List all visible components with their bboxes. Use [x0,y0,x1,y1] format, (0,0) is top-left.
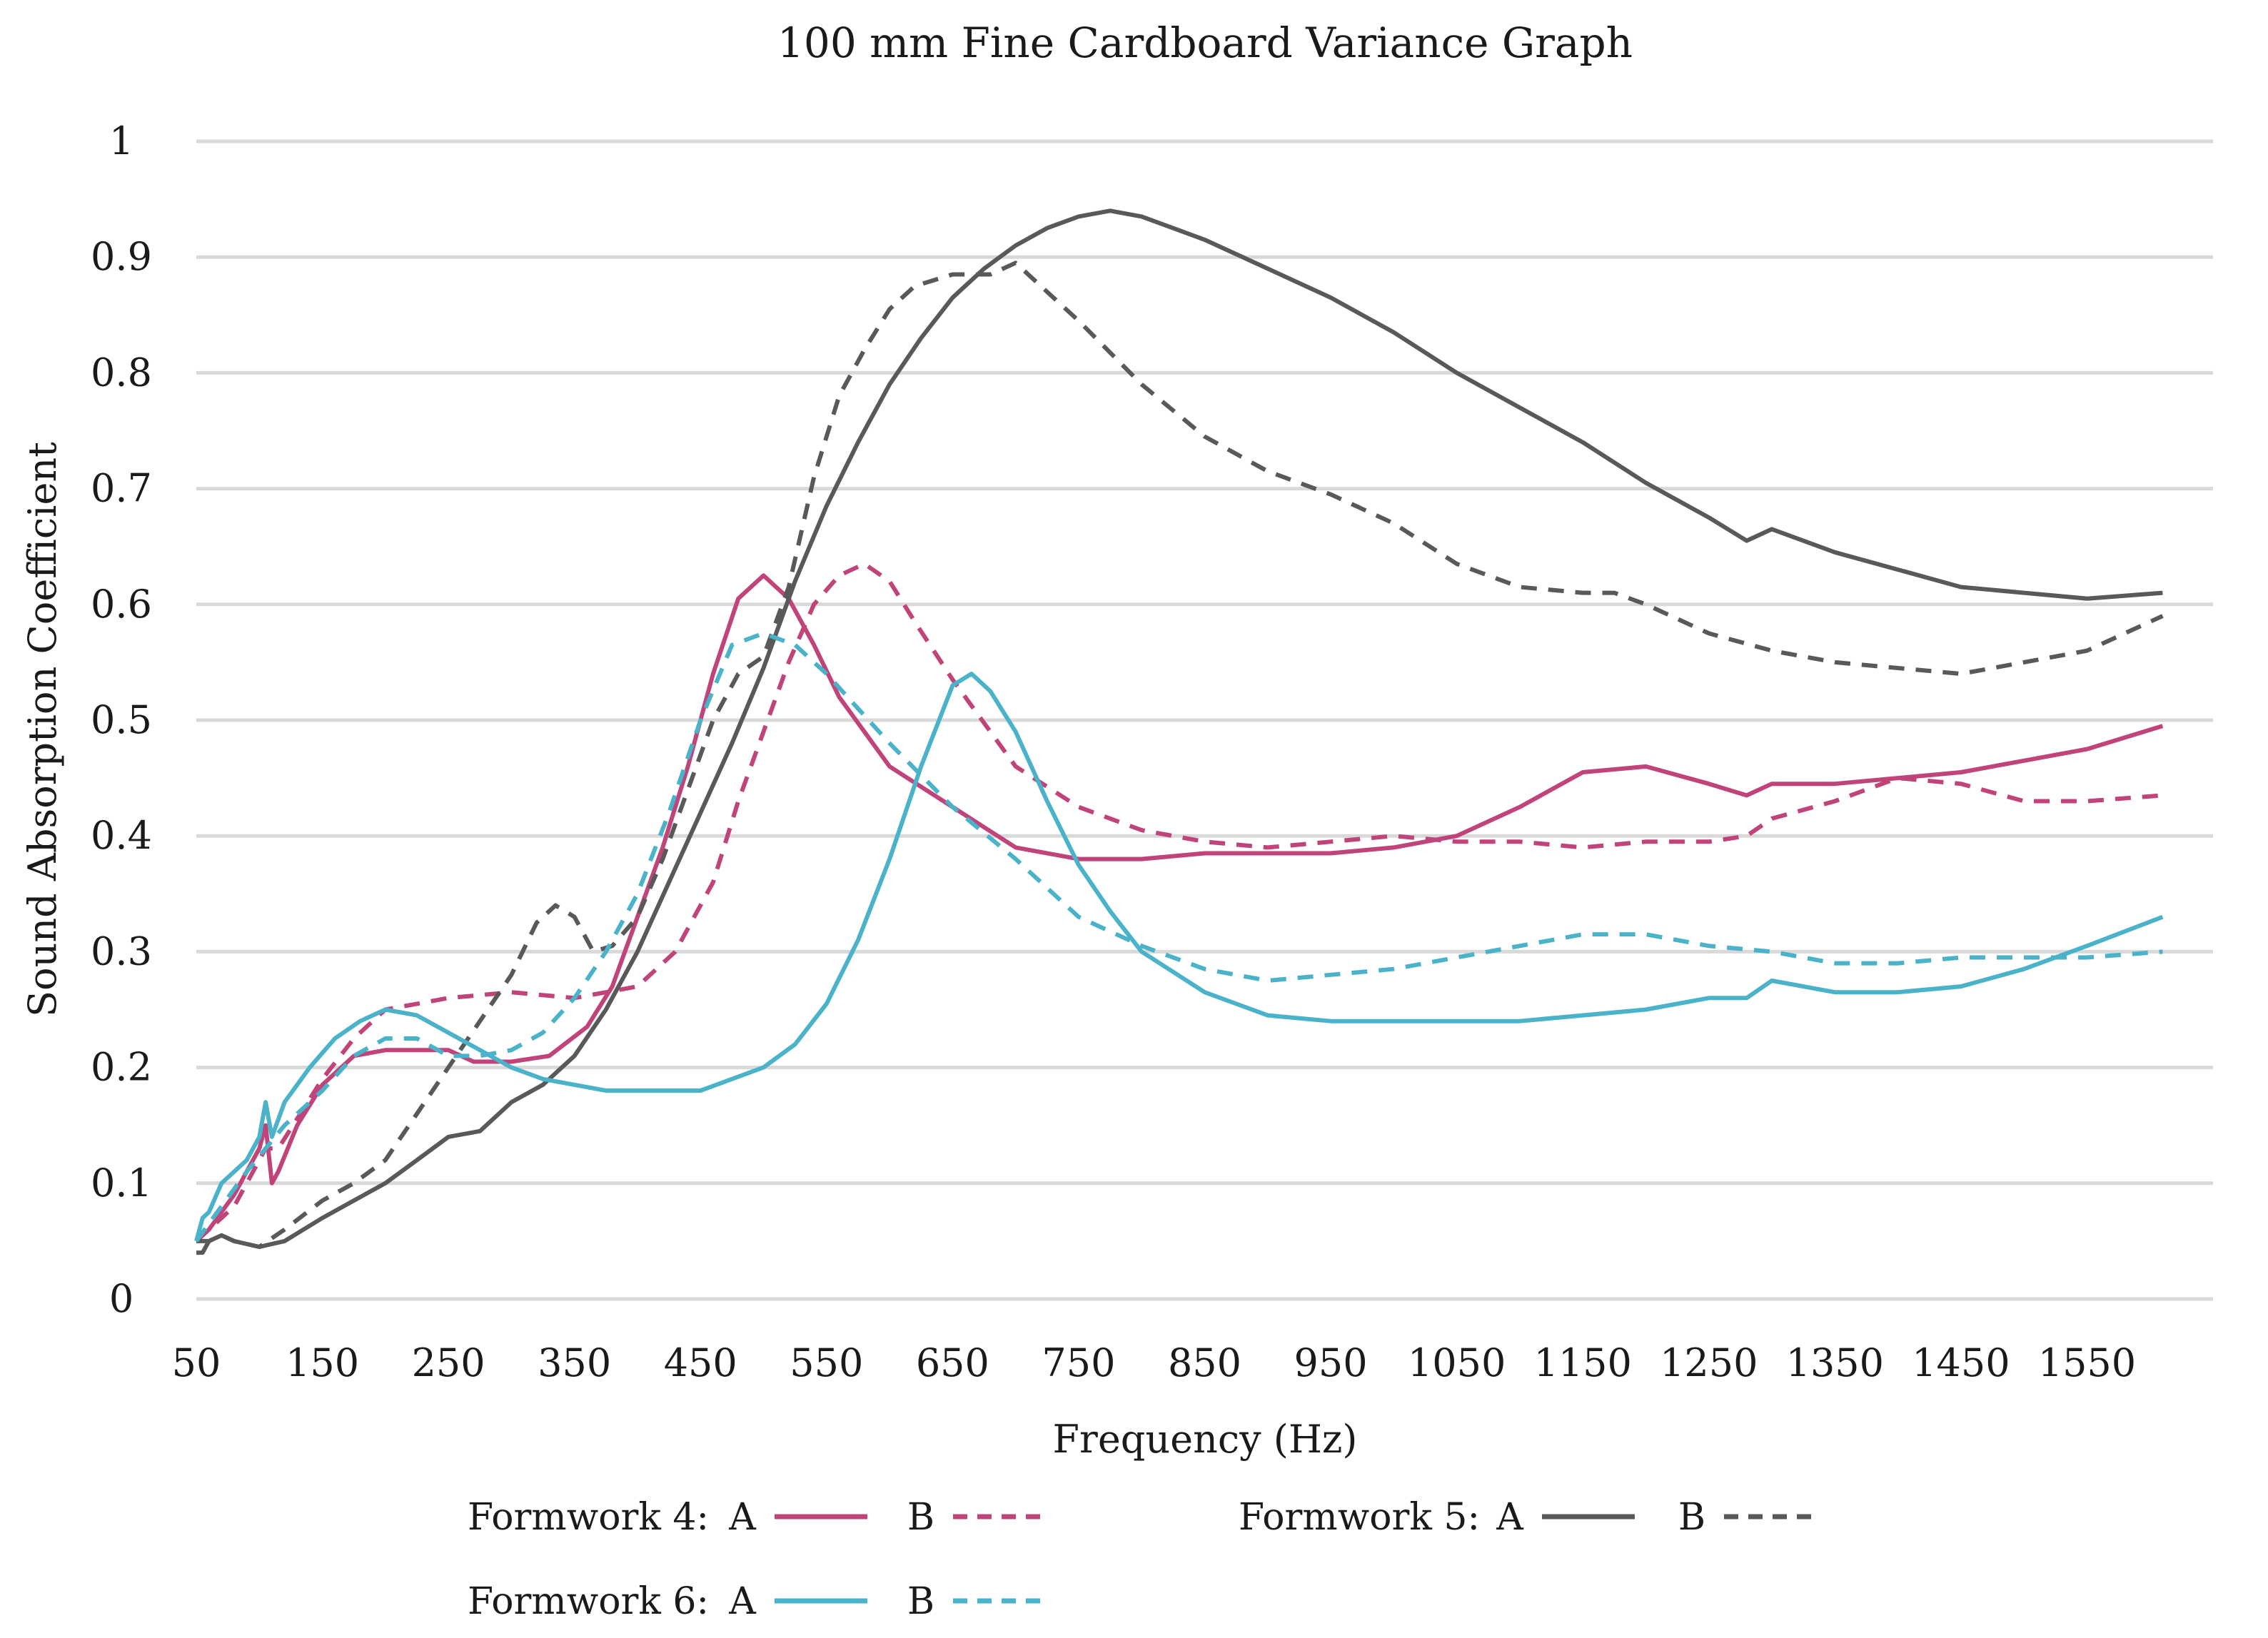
chart-title: 100 mm Fine Cardboard Variance Graph [777,19,1633,67]
series-line-formwork-6-b [194,631,2163,1243]
x-tick-label: 50 [172,1340,221,1385]
x-tick-label: 350 [538,1340,611,1385]
y-tick-label: 0.2 [91,1045,152,1090]
legend-group-label: Formwork 5: [1239,1496,1480,1539]
series-line-formwork-6-a [194,672,2164,1242]
y-tick-label: 0.7 [91,466,152,511]
series-line-formwork-5-a [196,208,2163,1255]
y-tick-label: 0.8 [91,350,152,395]
x-tick-label: 1350 [1786,1340,1884,1385]
legend-entry-label: A [728,1580,757,1623]
legend-entry-label: B [907,1580,934,1623]
x-tick-label: 1150 [1533,1340,1631,1385]
y-tick-label: 1 [109,118,133,163]
gridlines [196,139,2213,1301]
x-tick-label: 850 [1168,1340,1241,1385]
x-tick-label: 150 [286,1340,359,1385]
y-tick-label: 0.1 [91,1161,152,1205]
y-tick-label: 0.9 [91,234,152,279]
series-lines [194,208,2164,1255]
y-tick-label: 0.6 [91,582,152,627]
x-tick-label: 750 [1042,1340,1115,1385]
x-axis-label: Frequency (Hz) [1053,1417,1358,1462]
x-tick-label: 1550 [2038,1340,2136,1385]
x-tick-label: 250 [412,1340,485,1385]
y-axis-label: Sound Absorption Coefficient [20,442,65,1017]
series-line-formwork-4-a [194,573,2164,1243]
x-tick-label: 550 [790,1340,863,1385]
x-axis-ticks: 50 150 250 350 450 550 650 750 850 950 1050 1150 125… [172,1340,2137,1385]
y-tick-label: 0.4 [91,813,152,858]
series-line-formwork-4-b [194,562,2163,1243]
x-tick-label: 1450 [1912,1340,2010,1385]
legend-group-label: Formwork 6: [468,1580,709,1623]
x-tick-label: 650 [916,1340,989,1385]
legend-entry-label: B [1678,1496,1705,1539]
legend-entry-label: A [728,1496,757,1539]
legend: Formwork 4: A B Formwork 5: A B Formwork 6: A B [468,1496,1817,1623]
x-tick-label: 950 [1294,1340,1368,1385]
series-line-formwork-5-b [196,261,2164,1249]
legend-group-label: Formwork 4: [468,1496,709,1539]
y-tick-label: 0.5 [91,697,152,742]
y-axis-ticks: 0 0.1 0.2 0.3 0.4 0.5 0.6 0.7 0.8 0.9 1 [91,118,152,1321]
x-tick-label: 450 [664,1340,737,1385]
legend-entry-label: B [907,1496,934,1539]
x-tick-label: 1050 [1408,1340,1506,1385]
y-tick-label: 0 [109,1276,133,1321]
x-tick-label: 1250 [1660,1340,1758,1385]
y-tick-label: 0.3 [91,929,152,974]
legend-entry-label: A [1496,1496,1524,1539]
